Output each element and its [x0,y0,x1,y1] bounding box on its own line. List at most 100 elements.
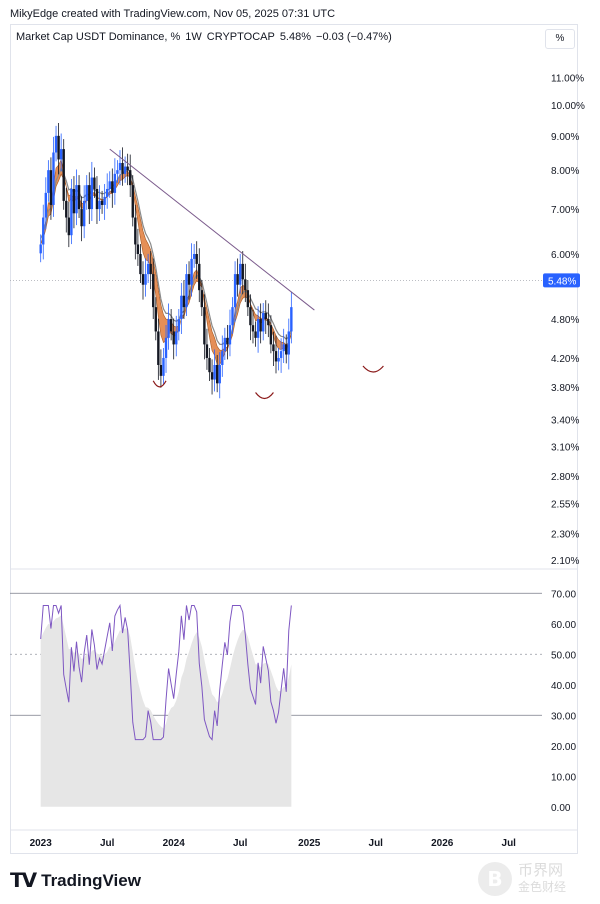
candle-body [52,152,55,205]
candle-body [131,185,134,218]
symbol-last: 5.48% [279,31,312,43]
candle-body [231,307,234,326]
rsi-tick-label: 20.00 [551,742,576,753]
ma-line [40,166,292,346]
candle-body [200,290,204,308]
candle-body [152,274,155,308]
watermark: B 币界网 金色财经 [478,858,593,900]
candle-body [172,331,175,345]
candle-body [123,166,127,174]
candle-body [221,351,224,365]
candle-body [169,319,173,332]
rsi-tick-label: 50.00 [551,650,576,661]
rsi-tick-label: 30.00 [551,711,576,722]
candle-body [103,196,106,205]
y-tick-label: 4.20% [551,354,579,365]
candle-body [285,344,288,355]
y-tick-label: 2.30% [551,529,579,540]
candle-body [93,177,96,189]
candle-body [54,135,58,153]
candle-body [190,258,193,285]
x-tick-label: Jul [502,838,517,849]
candle-body [208,357,211,373]
candle-body [121,162,124,174]
x-tick-label: Jul [233,838,248,849]
y-tick-label: 8.00% [551,166,579,177]
candle-body [75,185,78,214]
candle-body [80,209,83,227]
candle-body [105,188,109,197]
candle-body [246,290,250,308]
candle-body [98,200,101,210]
y-tick-label: 7.00% [551,205,579,216]
rsi-ma-area [40,615,292,807]
candle-body [238,263,242,285]
candle-body [215,364,219,384]
candle-body [88,185,91,210]
candle-body [67,217,71,236]
candle-body [164,337,168,358]
y-tick-label: 6.00% [551,250,579,261]
y-tick-label: 2.10% [551,556,579,567]
candle-body [90,177,94,210]
candle-body [259,319,262,332]
candle-body [182,295,186,308]
y-tick-label: 4.80% [551,315,579,326]
x-tick-label: Jul [369,838,384,849]
last-price-tag [543,273,580,288]
candle-body [47,170,50,193]
rsi-tick-label: 70.00 [551,589,576,600]
candle-body [59,149,63,160]
rsi-tick-label: 10.00 [551,772,576,783]
candle-body [262,313,265,332]
candle-body [264,313,267,320]
candle-body [111,181,114,193]
y-tick-label: 3.40% [551,416,579,427]
symbol-change: −0.03 (−0.47%) [316,31,392,43]
candle-body [241,263,244,280]
candle-body [62,149,65,201]
candle-body [187,274,191,285]
last-price-label: 5.48% [548,276,576,287]
y-tick-label: 2.80% [551,472,579,483]
candle-body [228,325,232,345]
candle-body [195,254,198,264]
candle-body [244,279,247,291]
candle-body [118,162,122,171]
candle-body [274,351,278,362]
candle-body [154,307,157,332]
candle-body [134,217,137,245]
symbol-info[interactable]: Market Cap USDT Dominance, % 1W CRYPTOCAP 5… [16,31,397,43]
candle-body [269,325,273,345]
y-tick-label: 3.10% [551,442,579,453]
bottom-arc [362,365,384,373]
candle-body [218,364,221,384]
candle-body [177,319,181,332]
rsi-tick-label: 40.00 [551,681,576,692]
candle-body [223,337,227,352]
candle-body [279,351,283,358]
candle-body [146,263,150,275]
y-tick-label: 3.80% [551,383,579,394]
bottom-arc [255,392,274,400]
candle-body [251,325,255,332]
candle-body [82,200,86,227]
candle-body [65,200,68,218]
candle-body [149,263,152,275]
candle-body [162,357,165,376]
candle-body [249,307,252,326]
bottom-arc [152,380,167,388]
y-tick-label: 2.55% [551,499,579,510]
candle-body [272,344,275,352]
candle-body [226,337,229,345]
candle-body [72,188,76,214]
candle-body [192,254,196,259]
watermark-title: 币界网 [518,861,564,879]
symbol-name: Market Cap USDT Dominance, % [16,31,181,43]
tradingview-logo[interactable]: 𝗧𝗩 TradingView [10,868,141,893]
candle-body [254,331,257,338]
candle-body [236,274,239,285]
candle-body [287,331,290,355]
percent-scale-button[interactable]: % [545,29,575,49]
